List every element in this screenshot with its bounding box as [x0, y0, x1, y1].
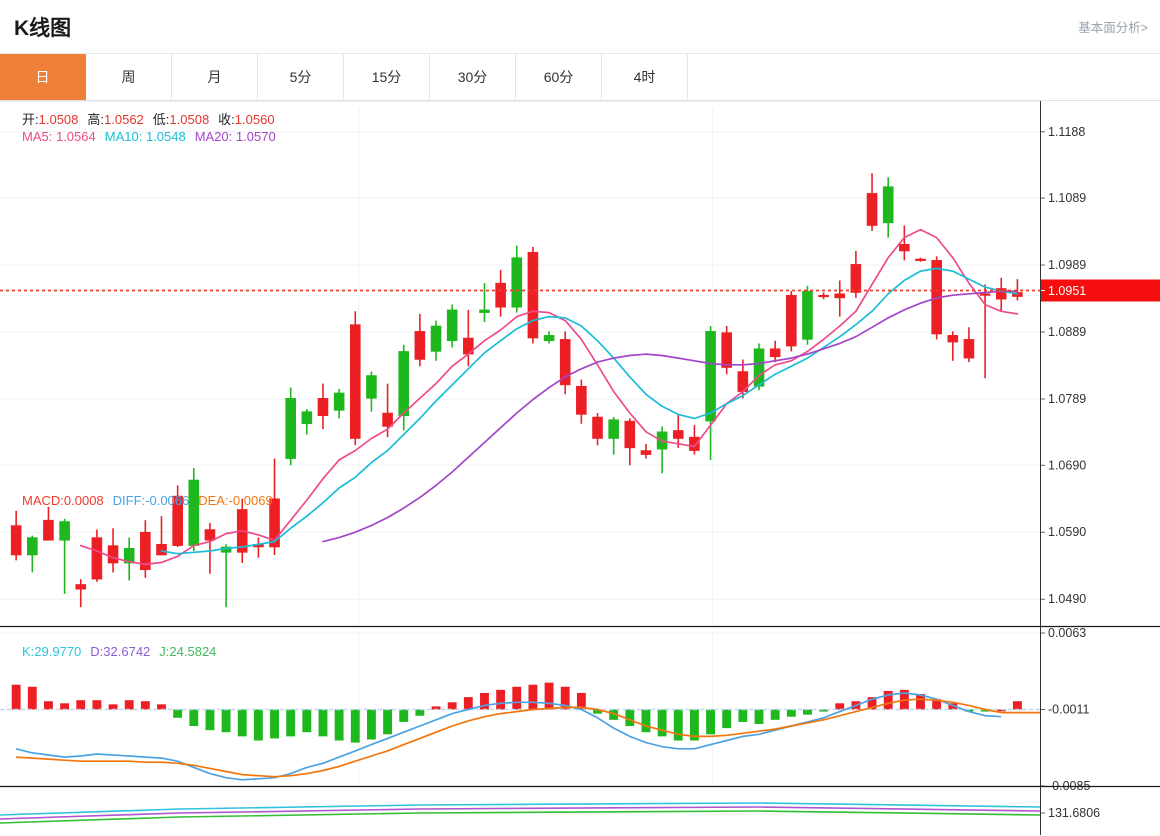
panel-frames	[0, 101, 1160, 835]
svg-text:1.0789: 1.0789	[1048, 392, 1086, 406]
tab-15min[interactable]: 15分	[344, 54, 430, 100]
svg-text:1.0690: 1.0690	[1048, 458, 1086, 472]
svg-text:1.0490: 1.0490	[1048, 592, 1086, 606]
timeframe-tabbar: 日 周 月 5分 15分 30分 60分 4时	[0, 54, 1160, 101]
svg-text:131.6806: 131.6806	[1048, 806, 1100, 820]
svg-text:1.0951: 1.0951	[1048, 284, 1086, 298]
tab-5min[interactable]: 5分	[258, 54, 344, 100]
tab-4hour[interactable]: 4时	[602, 54, 688, 100]
tab-30min[interactable]: 30分	[430, 54, 516, 100]
fundamental-analysis-link[interactable]: 基本面分析>	[1078, 21, 1148, 35]
tab-60min[interactable]: 60分	[516, 54, 602, 100]
tab-week[interactable]: 周	[86, 54, 172, 100]
price-axis: 1.1188 1.1089 1.0989 1.0889 1.0789 1.0690 1.05…	[1040, 125, 1100, 820]
svg-text:1.0590: 1.0590	[1048, 525, 1086, 539]
current-price-line: 1.0951	[0, 279, 1160, 302]
page-header: K线图 基本面分析>	[0, 0, 1160, 54]
tab-month[interactable]: 月	[172, 54, 258, 100]
chart-area[interactable]: 1.0951 1.1188 1.1089 1.0989 1.0889 1.0789 1.0…	[0, 101, 1160, 835]
svg-text:1.0989: 1.0989	[1048, 258, 1086, 272]
moving-average-lines	[79, 228, 1019, 566]
kline-chart-svg[interactable]: 1.0951 1.1188 1.1089 1.0989 1.0889 1.0789 1.0…	[0, 101, 1160, 835]
svg-text:1.0889: 1.0889	[1048, 325, 1086, 339]
candlestick-series	[10, 173, 1023, 608]
svg-text:-0.0011: -0.0011	[1048, 703, 1090, 717]
tab-day[interactable]: 日	[0, 54, 86, 100]
svg-text:1.1089: 1.1089	[1048, 191, 1086, 205]
svg-text:1.1188: 1.1188	[1048, 125, 1085, 139]
kdj-panel	[0, 802, 1041, 824]
macd-panel	[0, 682, 1040, 781]
page-title: K线图	[14, 16, 72, 40]
svg-text:0.0063: 0.0063	[1048, 626, 1086, 640]
